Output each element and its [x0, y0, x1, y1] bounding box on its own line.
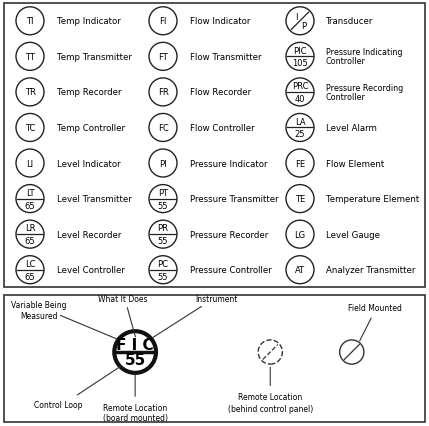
Text: PC: PC [157, 259, 169, 268]
Text: Temperature Element: Temperature Element [326, 195, 419, 204]
Text: P: P [301, 22, 306, 31]
Text: Flow Controller: Flow Controller [190, 124, 255, 132]
Text: PIC: PIC [293, 46, 307, 55]
Text: PI: PI [159, 159, 167, 168]
Text: LA: LA [295, 118, 305, 127]
Text: Variable Being: Variable Being [11, 301, 66, 310]
Text: Pressure Indicating: Pressure Indicating [326, 48, 402, 57]
Text: Controller: Controller [326, 58, 366, 66]
Text: Level Alarm: Level Alarm [326, 124, 377, 132]
Text: Temp Indicator: Temp Indicator [57, 17, 121, 26]
Text: (board mounted): (board mounted) [103, 414, 168, 423]
Text: Flow Indicator: Flow Indicator [190, 17, 251, 26]
Text: Level Controller: Level Controller [57, 265, 125, 275]
Text: 65: 65 [25, 272, 35, 281]
Text: 55: 55 [158, 272, 168, 281]
Text: Analyzer Transmitter: Analyzer Transmitter [326, 265, 415, 275]
Text: 55: 55 [158, 236, 168, 245]
Text: I: I [295, 13, 297, 22]
Text: TI: TI [26, 17, 34, 26]
Text: Level Transmitter: Level Transmitter [57, 195, 132, 204]
Text: PR: PR [157, 224, 169, 233]
Text: Level Indicator: Level Indicator [57, 159, 121, 168]
Text: 105: 105 [292, 59, 308, 68]
Text: Temp Transmitter: Temp Transmitter [57, 53, 132, 62]
Text: Remote Location: Remote Location [103, 403, 167, 412]
Text: 55: 55 [158, 201, 168, 210]
Text: 40: 40 [295, 95, 305, 104]
Text: FT: FT [158, 53, 168, 62]
Text: 25: 25 [295, 130, 305, 139]
Text: FE: FE [295, 159, 305, 168]
Text: 65: 65 [25, 201, 35, 210]
Text: Pressure Recording: Pressure Recording [326, 83, 403, 92]
Text: PRC: PRC [292, 82, 308, 91]
Text: LT: LT [26, 188, 34, 198]
Text: 65: 65 [25, 236, 35, 245]
Text: Flow Recorder: Flow Recorder [190, 88, 251, 97]
Text: Pressure Recorder: Pressure Recorder [190, 230, 268, 239]
Text: Pressure Indicator: Pressure Indicator [190, 159, 268, 168]
Text: LC: LC [25, 259, 35, 268]
Text: Field Mounted: Field Mounted [348, 303, 402, 312]
Text: (behind control panel): (behind control panel) [228, 404, 313, 413]
Text: TC: TC [25, 124, 35, 132]
Text: TT: TT [25, 53, 35, 62]
Text: LI: LI [27, 159, 33, 168]
Text: Flow Element: Flow Element [326, 159, 384, 168]
Text: Measured: Measured [20, 311, 57, 320]
Text: Instrument: Instrument [196, 294, 238, 303]
Text: Temp Controller: Temp Controller [57, 124, 125, 132]
Text: Transducer: Transducer [326, 17, 373, 26]
Text: TE: TE [295, 195, 305, 204]
Text: PT: PT [158, 188, 168, 198]
Text: F I C: F I C [116, 337, 154, 352]
Text: What It Does: What It Does [97, 294, 147, 303]
Text: FC: FC [157, 124, 168, 132]
Text: Pressure Transmitter: Pressure Transmitter [190, 195, 278, 204]
Text: LR: LR [25, 224, 35, 233]
Text: AT: AT [295, 265, 305, 275]
Text: FR: FR [157, 88, 168, 97]
Text: TR: TR [24, 88, 36, 97]
Text: Pressure Controller: Pressure Controller [190, 265, 272, 275]
Text: Level Gauge: Level Gauge [326, 230, 380, 239]
Text: Control Loop: Control Loop [33, 400, 82, 409]
Text: FI: FI [159, 17, 167, 26]
Text: Flow Transmitter: Flow Transmitter [190, 53, 262, 62]
Text: Level Recorder: Level Recorder [57, 230, 121, 239]
Text: Temp Recorder: Temp Recorder [57, 88, 121, 97]
Text: Remote Location: Remote Location [238, 392, 302, 401]
Text: Controller: Controller [326, 93, 366, 102]
Text: 55: 55 [124, 353, 146, 368]
Text: LG: LG [294, 230, 305, 239]
